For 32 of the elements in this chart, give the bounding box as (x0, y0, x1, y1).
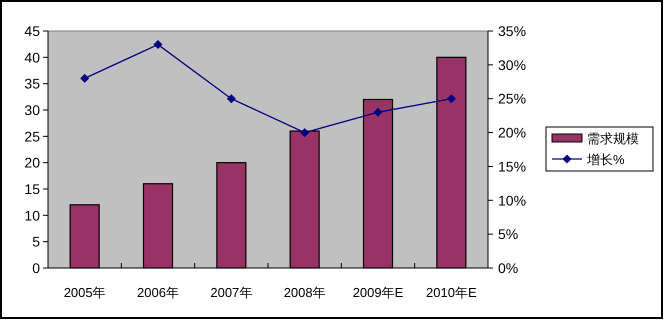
y2-tick-label: 35% (498, 23, 526, 39)
y-tick-label: 5 (32, 234, 40, 250)
y-tick-label: 20 (24, 154, 40, 171)
legend-label: 需求规模 (587, 131, 639, 146)
y-tick-label: 10 (24, 207, 40, 224)
point (226, 94, 236, 104)
y-tick-label: 45 (24, 23, 40, 39)
legend-label: 增长% (586, 152, 625, 167)
point (446, 94, 456, 104)
y2-tick-label: 25% (498, 90, 526, 107)
y2-tick-label: 0% (498, 260, 518, 276)
x-tick-label: 2010年E (426, 285, 477, 300)
y2-tick-label: 30% (498, 56, 526, 73)
y-tick-label: 0 (32, 260, 40, 276)
y2-tick-label: 5% (498, 226, 518, 242)
y-tick-label: 25 (24, 128, 40, 144)
x-tick-label: 2009年E (352, 285, 404, 300)
x-tick-label: 2008年 (284, 285, 326, 300)
point (154, 40, 162, 50)
point (80, 74, 90, 83)
y2-tick-label: 15% (498, 158, 526, 174)
y-tick-label: 30 (24, 102, 40, 118)
y-tick-label: 40 (24, 49, 40, 66)
x-tick-label: 2005年 (64, 285, 106, 300)
x-tick-label: 2007年 (210, 285, 252, 300)
x-tick-label: 2006年 (137, 285, 179, 300)
y2-tick-label: 10% (498, 192, 526, 208)
y2-tick-label: 20% (498, 124, 526, 141)
point (300, 128, 310, 138)
y-tick-label: 15 (24, 181, 40, 197)
point (374, 108, 382, 117)
y-tick-label: 35 (24, 76, 40, 92)
